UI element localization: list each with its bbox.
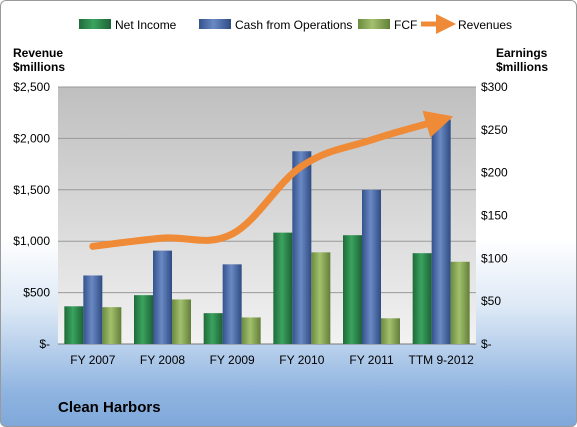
right-tick-label: $200 [481,166,508,180]
category-label: FY 2011 [349,353,394,367]
category-label: FY 2008 [140,353,185,367]
category-label: FY 2007 [70,353,115,367]
bar-cash-from-operations [83,275,103,344]
right-tick-label: $300 [481,80,508,94]
bar-net-income [412,253,432,344]
category-label: TTM 9-2012 [408,353,474,367]
right-tick-label: $150 [481,209,508,223]
right-tick-label: $250 [481,123,508,137]
bar-fcf [450,261,470,344]
category-label: FY 2010 [279,353,324,367]
bar-cash-from-operations [222,264,242,344]
left-axis-title-line1: Revenue [13,46,63,60]
left-tick-label: $2,500 [13,80,50,94]
bar-fcf [172,299,191,344]
bar-fcf [241,317,261,344]
legend-label-net-income: Net Income [115,18,177,32]
category-label: FY 2009 [210,353,255,367]
bar-net-income [134,295,153,344]
bar-fcf [381,318,400,344]
legend-swatch-net-income [79,19,111,29]
right-tick-label: $100 [481,251,508,265]
left-tick-label: $2,000 [13,131,50,145]
left-tick-label: $1,500 [13,183,50,197]
right-tick-label: $50 [481,294,501,308]
bar-net-income [343,235,362,344]
revenue-line [89,110,454,250]
bar-cash-from-operations [362,189,381,344]
left-tick-label: $- [39,337,50,351]
right-axis-title-line1: Earnings [496,46,548,60]
legend: Net Income Cash from Operations FCF Reve… [79,14,512,34]
line-revenues [89,110,454,250]
legend-label-revenues: Revenues [458,18,512,32]
bar-cash-from-operations [292,151,312,344]
legend-swatch-cash-from-operations [199,19,231,29]
bar-fcf [102,307,122,344]
legend-label-fcf: FCF [394,18,417,32]
legend-label-cash-from-operations: Cash from Operations [235,18,352,32]
right-tick-label: $- [481,337,492,351]
bar-net-income [273,232,293,344]
bar-net-income [203,313,223,344]
bar-net-income [64,306,84,344]
bars [64,119,470,344]
bar-cash-from-operations [431,119,451,344]
left-tick-label: $1,000 [13,234,50,248]
right-axis-title-line2: $millions [496,60,548,74]
legend-swatch-fcf [358,19,390,29]
category-labels: FY 2007 FY 2008 FY 2009 FY 2010 FY 2011 TTM 9… [70,353,474,367]
left-tick-label: $500 [23,286,50,300]
bar-cash-from-operations [153,250,172,344]
company-name: Clean Harbors [58,399,161,416]
right-axis-ticks: $- $50 $100 $150 $200 $250 $300 [481,80,508,351]
left-axis-title-line2: $millions [13,60,65,74]
bar-fcf [311,252,331,344]
left-axis-ticks: $- $500 $1,000 $1,500 $2,000 $2,500 [13,80,50,351]
